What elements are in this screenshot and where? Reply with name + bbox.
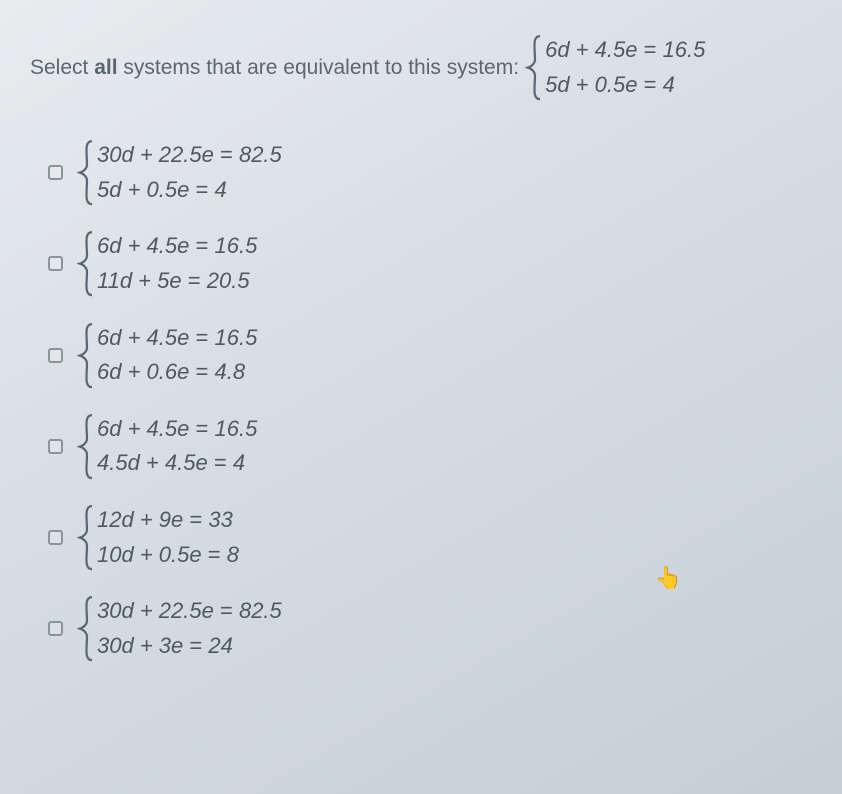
option-row: 30d + 22.5e = 82.5 5d + 0.5e = 4 [48, 139, 812, 206]
option-checkbox[interactable] [48, 256, 63, 271]
option-eq-1: 30d + 22.5e = 82.5 [97, 141, 282, 170]
brace-icon [77, 139, 95, 206]
brace-icon [77, 322, 95, 389]
option-system: 6d + 4.5e = 16.5 11d + 5e = 20.5 [77, 230, 257, 297]
option-eq-1: 6d + 4.5e = 16.5 [97, 232, 257, 261]
options-list: 30d + 22.5e = 82.5 5d + 0.5e = 4 6d + 4.5e… [30, 139, 812, 662]
option-system: 30d + 22.5e = 82.5 5d + 0.5e = 4 [77, 139, 282, 206]
option-eq-1: 12d + 9e = 33 [97, 506, 239, 535]
option-checkbox[interactable] [48, 439, 63, 454]
given-eq-2: 5d + 0.5e = 4 [545, 71, 705, 100]
option-eq-2: 5d + 0.5e = 4 [97, 176, 282, 205]
cursor-icon: 👆 [655, 565, 682, 591]
option-row: 12d + 9e = 33 10d + 0.5e = 8 [48, 504, 812, 571]
option-row: 6d + 4.5e = 16.5 6d + 0.6e = 4.8 [48, 322, 812, 389]
option-eq-2: 11d + 5e = 20.5 [97, 267, 257, 296]
option-system: 6d + 4.5e = 16.5 6d + 0.6e = 4.8 [77, 322, 257, 389]
brace-icon [525, 34, 543, 101]
option-eq-2: 30d + 3e = 24 [97, 632, 282, 661]
option-checkbox[interactable] [48, 530, 63, 545]
option-system: 6d + 4.5e = 16.5 4.5d + 4.5e = 4 [77, 413, 257, 480]
option-row: 30d + 22.5e = 82.5 30d + 3e = 24 [48, 595, 812, 662]
option-row: 6d + 4.5e = 16.5 11d + 5e = 20.5 [48, 230, 812, 297]
option-checkbox[interactable] [48, 165, 63, 180]
option-row: 6d + 4.5e = 16.5 4.5d + 4.5e = 4 [48, 413, 812, 480]
brace-icon [77, 504, 95, 571]
option-system: 30d + 22.5e = 82.5 30d + 3e = 24 [77, 595, 282, 662]
given-system: 6d + 4.5e = 16.5 5d + 0.5e = 4 [525, 34, 705, 101]
brace-icon [77, 230, 95, 297]
option-eq-2: 10d + 0.5e = 8 [97, 541, 239, 570]
question-prompt: Select all systems that are equivalent t… [30, 34, 812, 101]
option-eq-2: 6d + 0.6e = 4.8 [97, 358, 257, 387]
option-eq-1: 6d + 4.5e = 16.5 [97, 415, 257, 444]
option-checkbox[interactable] [48, 621, 63, 636]
option-checkbox[interactable] [48, 348, 63, 363]
brace-icon [77, 413, 95, 480]
prompt-text: Select all systems that are equivalent t… [30, 56, 519, 80]
brace-icon [77, 595, 95, 662]
option-eq-1: 6d + 4.5e = 16.5 [97, 324, 257, 353]
option-eq-2: 4.5d + 4.5e = 4 [97, 449, 257, 478]
option-eq-1: 30d + 22.5e = 82.5 [97, 597, 282, 626]
given-eq-1: 6d + 4.5e = 16.5 [545, 36, 705, 65]
option-system: 12d + 9e = 33 10d + 0.5e = 8 [77, 504, 239, 571]
